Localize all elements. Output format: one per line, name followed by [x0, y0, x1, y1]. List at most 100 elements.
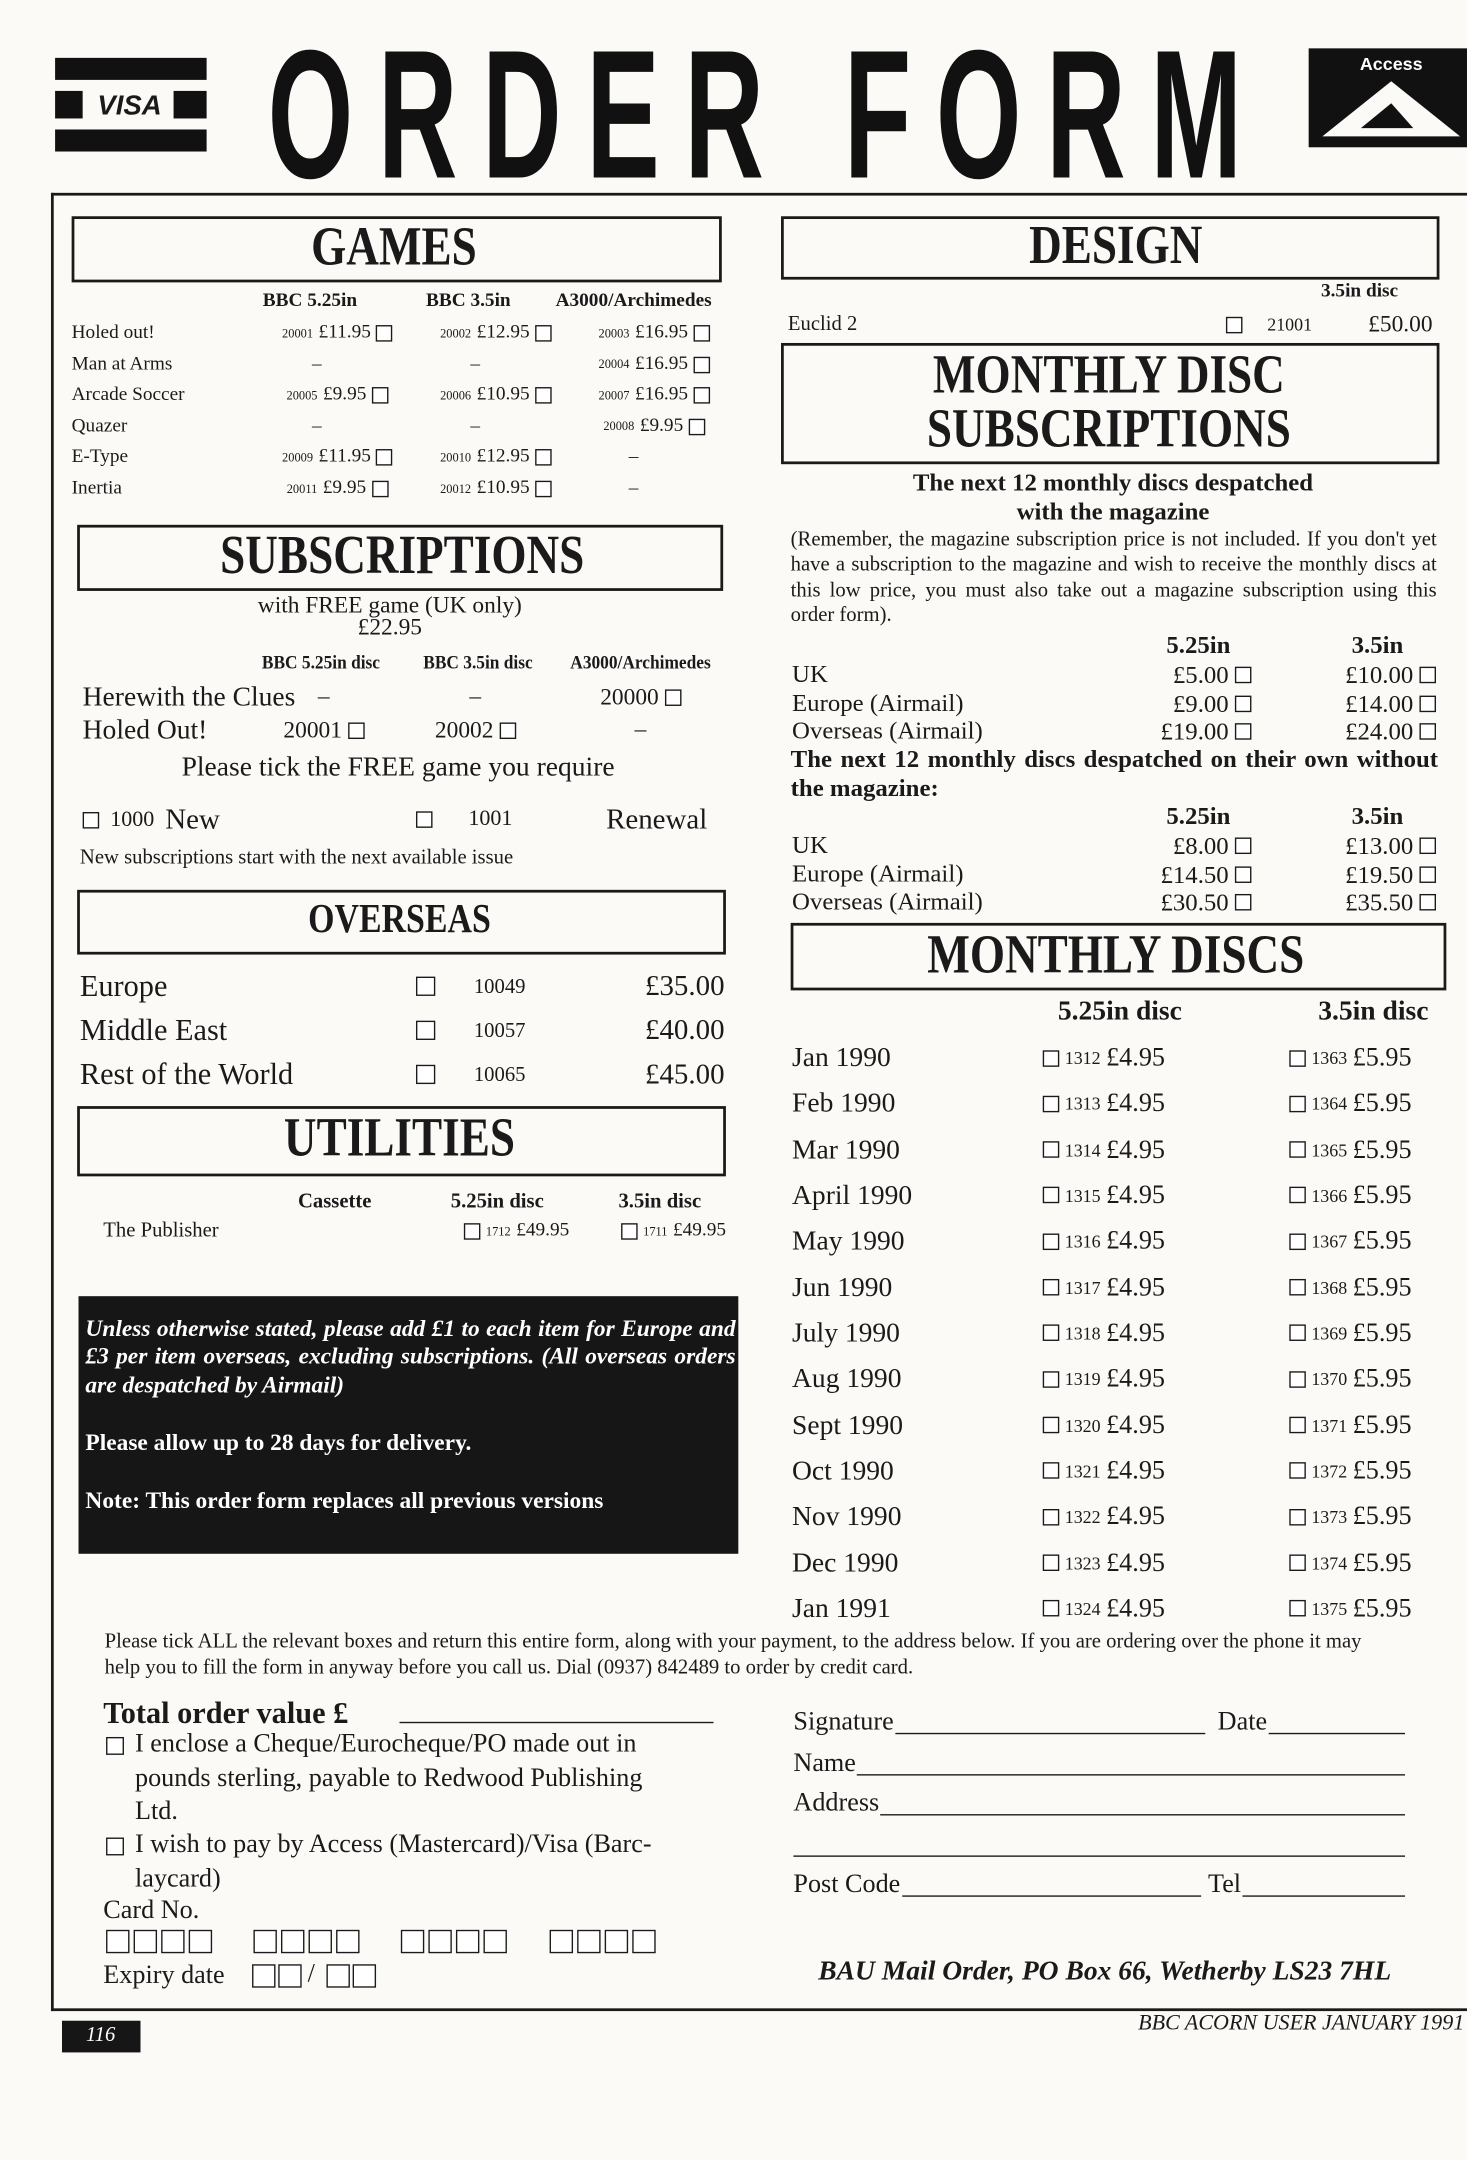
section-title: MONTHLY DISC [932, 342, 1285, 405]
page-title: ORDER FORM [267, 13, 1267, 218]
cell: 1375 £5.95 [1289, 1594, 1412, 1624]
title-box [77, 524, 724, 591]
checkbox [371, 480, 389, 498]
cell: 1373 £5.95 [1289, 1502, 1412, 1532]
title-box [77, 889, 726, 955]
cell: 1364 £5.95 [1289, 1091, 1412, 1117]
text: £4.95 [1106, 1135, 1165, 1165]
text: £5.95 [1352, 1502, 1412, 1532]
checkbox [1289, 1508, 1306, 1526]
text: 1317 [1064, 1277, 1101, 1298]
checkbox [1289, 1370, 1306, 1388]
cell: 1369 £5.95 [1289, 1320, 1412, 1346]
cell: 20003 £16.95 [599, 323, 711, 343]
access-text: Access [1359, 53, 1423, 75]
text: £12.95 [476, 446, 530, 468]
checkbox [1289, 1141, 1306, 1158]
text: £5.00 [1172, 661, 1229, 689]
text: 1369 [1311, 1323, 1348, 1344]
checkbox [371, 387, 389, 404]
game-name: Quazer [71, 416, 128, 437]
checkbox [1042, 1325, 1060, 1342]
checkbox [376, 449, 393, 467]
text: £22.95 [357, 613, 423, 641]
cell: £35.50 [1345, 890, 1436, 915]
underline [1268, 1732, 1406, 1735]
text: Sept 1990 [792, 1410, 904, 1441]
checkbox [188, 1929, 213, 1953]
column-header: 3.5in disc [1320, 281, 1399, 303]
text: 1000 [110, 807, 155, 831]
cell: 20008 £9.95 [603, 416, 706, 436]
checkbox [82, 811, 100, 828]
section-title: MONTHLY DISCS [927, 922, 1305, 985]
cell: 1370 £5.95 [1289, 1366, 1412, 1392]
column-header: 5.25in [1166, 801, 1231, 830]
cell: 1368 £5.95 [1289, 1274, 1412, 1301]
text: £5.95 [1352, 1594, 1412, 1624]
text: £5.95 [1352, 1548, 1412, 1578]
column-header: 3.5in disc [1318, 995, 1429, 1027]
cell: 1312 £4.95 [1042, 1045, 1165, 1071]
text: 1316 [1064, 1231, 1101, 1252]
text: 10049 [473, 976, 526, 999]
checkbox [535, 449, 552, 467]
text: 1375 [1311, 1598, 1348, 1620]
text: £45.00 [644, 1057, 725, 1091]
checkbox [1418, 865, 1436, 883]
checkbox [1234, 865, 1251, 883]
cell: 1372 £5.95 [1289, 1458, 1412, 1484]
text: 1319 [1064, 1368, 1101, 1390]
game-name: E-Type [71, 447, 129, 468]
text: £10.00 [1345, 661, 1414, 689]
underline [1242, 1895, 1406, 1897]
checkbox [1418, 894, 1436, 912]
text: £11.95 [318, 446, 371, 468]
text: £49.95 [673, 1220, 727, 1242]
cell: 20005 £9.95 [287, 385, 389, 405]
cell: 1321 £4.95 [1042, 1458, 1165, 1484]
checkbox [428, 1929, 452, 1953]
checkbox [326, 1963, 350, 1987]
text: 1320 [1064, 1414, 1101, 1436]
text: Jun 1990 [792, 1272, 893, 1303]
column-header: BBC 5.25in disc [261, 653, 381, 674]
text: 1370 [1311, 1368, 1348, 1390]
cell: 1366 £5.95 [1289, 1181, 1412, 1211]
cell: 20001 [283, 718, 364, 742]
section-title: SUBSCRIPTIONS [926, 396, 1291, 459]
text: 1314 [1064, 1139, 1101, 1161]
column-header: BBC 3.5in [426, 291, 511, 312]
field-label: Address [793, 1788, 880, 1818]
cell: 1711 £49.95 [621, 1220, 727, 1242]
cell: 20001 £11.95 [282, 323, 393, 343]
cell: 1374 £5.95 [1289, 1548, 1412, 1578]
text: Nov 1990 [792, 1501, 902, 1533]
text: with FREE game (UK only) [257, 591, 522, 619]
checkbox [1418, 666, 1436, 684]
text: 20006 [440, 388, 472, 402]
form-border [50, 192, 1467, 2012]
cell: 20009 £11.95 [282, 448, 393, 467]
title-box [790, 922, 1447, 991]
text: UK [792, 830, 828, 859]
checkbox [1234, 894, 1251, 912]
text: £10.95 [476, 384, 530, 406]
cell: £24.00 [1345, 720, 1436, 744]
dash: – [317, 682, 330, 709]
text: £5.95 [1352, 1181, 1412, 1211]
cell: 1319 £4.95 [1042, 1366, 1165, 1392]
checkbox [463, 1223, 481, 1240]
cell: 1001 [415, 808, 512, 831]
title-box [77, 1106, 726, 1177]
underline [856, 1774, 1406, 1776]
text: £19.00 [1160, 718, 1229, 746]
text: Holed Out! [82, 714, 208, 746]
column-header: 3.5in [1351, 801, 1404, 830]
text: 1365 [1311, 1139, 1348, 1161]
text: 1318 [1064, 1323, 1101, 1344]
checkbox [133, 1929, 158, 1953]
cell: 1712 £49.95 [463, 1221, 569, 1241]
game-name: Man at Arms [71, 353, 173, 375]
cell: £9.00 [1173, 691, 1251, 716]
